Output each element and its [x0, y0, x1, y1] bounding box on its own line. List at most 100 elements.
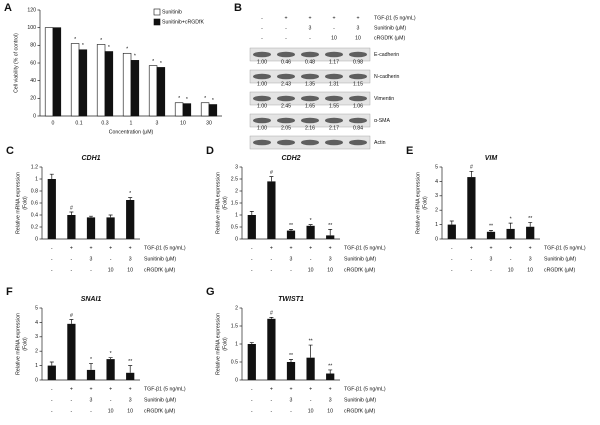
legend-label: Sunitinib	[162, 9, 182, 15]
blot-band	[277, 95, 295, 102]
condition-label: cRGDfK (μM)	[544, 267, 576, 273]
y-tick-label: 0	[35, 236, 38, 242]
condition-value: 10	[127, 267, 133, 273]
condition-value: -	[451, 256, 453, 262]
condition-value: -	[451, 267, 453, 273]
condition-value: -	[271, 256, 273, 262]
blot-band	[301, 139, 319, 146]
condition-value: 3	[309, 25, 312, 31]
bar	[106, 217, 115, 239]
bar	[286, 230, 296, 239]
y-tick-label: 0.6	[31, 200, 38, 206]
band-quant: 1.00	[257, 81, 267, 87]
condition-value: 3	[90, 256, 93, 262]
legend-swatch	[153, 18, 161, 26]
bar	[67, 215, 76, 239]
significance-mark: **	[289, 353, 293, 359]
y-tick-label: 1	[35, 176, 38, 182]
y-tick-label: 100	[27, 25, 36, 31]
condition-value: +	[284, 15, 287, 21]
y-tick-label: 0	[235, 236, 238, 242]
condition-value: -	[251, 256, 253, 262]
blot-band	[349, 139, 367, 146]
condition-value: +	[329, 245, 332, 251]
band-label: N-cadherin	[374, 74, 399, 80]
error-bar	[128, 365, 133, 373]
significance-mark: *	[186, 97, 188, 103]
y-tick-label: 4	[435, 179, 438, 185]
band-quant: 1.31	[329, 81, 339, 87]
y-axis-label: Relative mRNA expression	[215, 172, 221, 234]
condition-value: +	[129, 245, 132, 251]
condition-value: 3	[329, 256, 332, 262]
bar	[182, 103, 192, 117]
condition-value: -	[110, 397, 112, 403]
significance-mark: *	[126, 47, 128, 53]
chart-title: CDH1	[81, 155, 100, 162]
condition-value: +	[309, 386, 312, 392]
condition-value: -	[290, 267, 292, 273]
blot-band	[325, 95, 343, 102]
band-label: α-SMA	[374, 118, 391, 124]
significance-mark: **	[328, 223, 332, 229]
bar	[447, 224, 456, 239]
significance-mark: **	[309, 338, 313, 344]
significance-mark: *	[160, 61, 162, 67]
bar	[86, 369, 96, 380]
y-axis-label: (Fold)	[22, 196, 28, 210]
condition-value: -	[471, 256, 473, 262]
condition-value: +	[529, 245, 532, 251]
blot-band	[301, 95, 319, 102]
condition-value: 3	[290, 256, 293, 262]
band-quant: 2.43	[281, 81, 291, 87]
bar	[526, 226, 535, 239]
error-bar	[289, 359, 293, 362]
error-bar	[69, 211, 74, 215]
bar	[130, 60, 140, 117]
condition-label: cRGDfK (μM)	[144, 408, 176, 414]
condition-value: +	[129, 386, 132, 392]
condition-label: TGF-β1 (5 ng/mL)	[344, 386, 386, 392]
condition-value: +	[270, 245, 273, 251]
blot-band	[277, 139, 295, 146]
bar	[86, 217, 96, 239]
blot-band	[253, 117, 271, 124]
blot-band	[277, 73, 295, 80]
condition-label: Sunitinib (μM)	[374, 25, 406, 31]
band-quant: 1.55	[329, 103, 339, 109]
bar	[44, 27, 54, 117]
band-quant: 2.17	[329, 125, 339, 131]
significance-mark: *	[510, 217, 512, 223]
condition-value: 10	[108, 408, 114, 414]
condition-value: +	[109, 245, 112, 251]
band-label: Vimentin	[374, 96, 394, 102]
significance-mark: *	[152, 59, 154, 65]
condition-value: 10	[327, 267, 333, 273]
condition-value: -	[271, 408, 273, 414]
bar	[67, 323, 76, 380]
condition-value: -	[261, 35, 263, 41]
error-bar	[249, 211, 254, 215]
condition-label: TGF-β1 (5 ng/mL)	[544, 245, 586, 251]
error-bar	[308, 344, 313, 358]
condition-value: 10	[355, 35, 361, 41]
chart-title: TWIST1	[278, 296, 304, 303]
condition-value: +	[289, 245, 292, 251]
condition-value: -	[271, 397, 273, 403]
panel-letter: G	[206, 286, 215, 298]
y-axis-label: Cell viability (% of control)	[13, 33, 19, 93]
bar	[104, 51, 114, 117]
condition-value: 10	[331, 35, 337, 41]
error-bar	[528, 222, 533, 227]
condition-value: -	[251, 267, 253, 273]
band-quant: 2.05	[281, 125, 291, 131]
blot-band	[349, 95, 367, 102]
y-tick-label: 2.5	[231, 176, 238, 182]
bar	[286, 362, 296, 380]
y-tick-label: 0.4	[31, 212, 38, 218]
condition-value: 10	[308, 267, 314, 273]
band-quant: 1.00	[257, 103, 267, 109]
condition-value: -	[51, 397, 53, 403]
significance-mark: #	[70, 205, 73, 211]
condition-value: -	[51, 408, 53, 414]
